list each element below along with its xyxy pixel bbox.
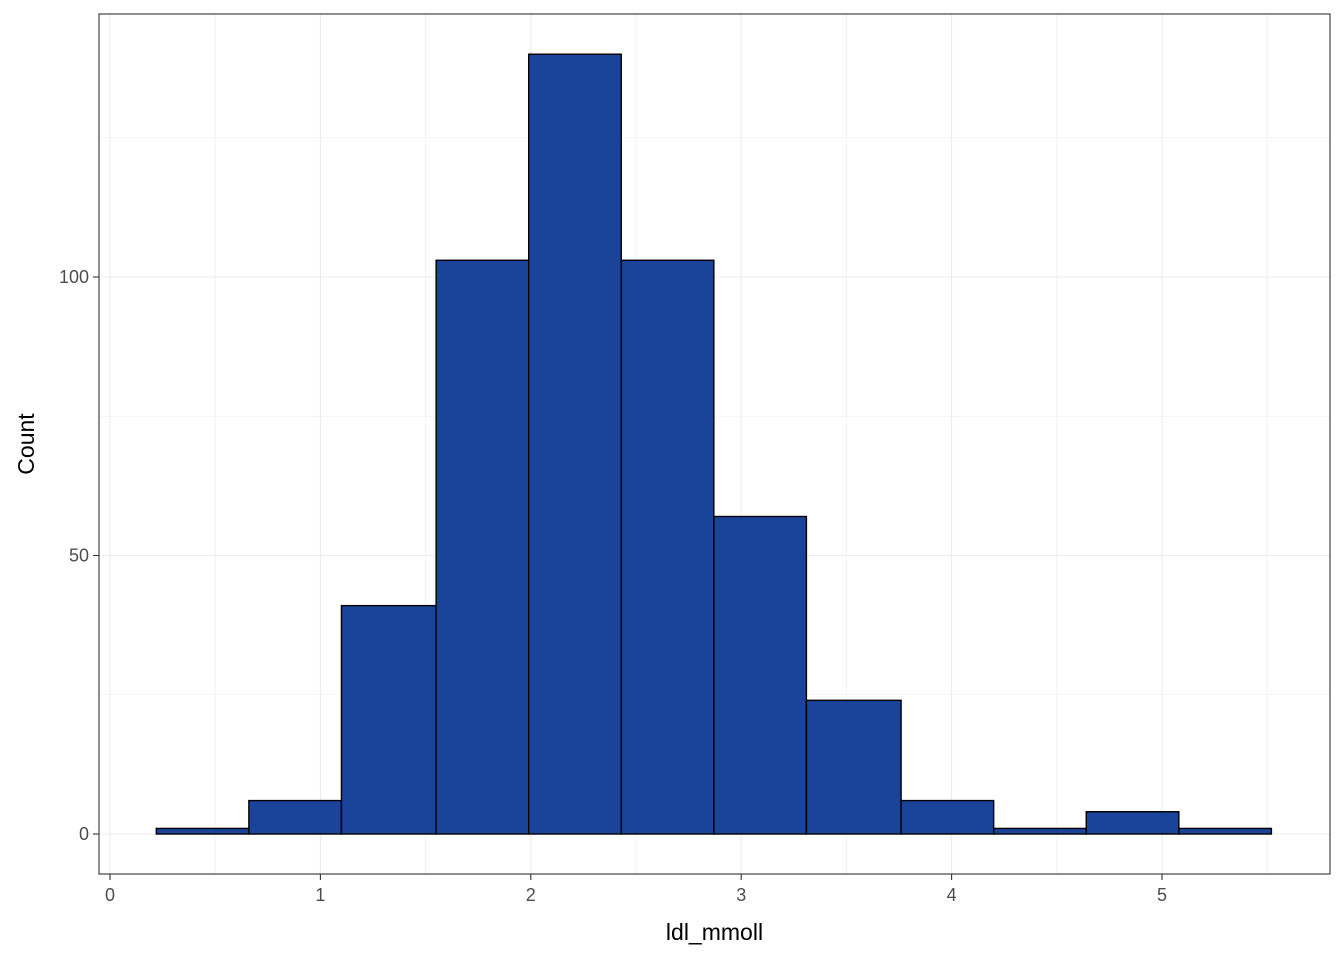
y-tick-label: 100 bbox=[59, 267, 89, 287]
y-axis: 0 50 100 bbox=[59, 267, 99, 844]
histogram-bars bbox=[155, 53, 1273, 835]
x-axis-title: ldl_mmoll bbox=[666, 919, 763, 945]
histogram-bar bbox=[620, 259, 715, 835]
x-tick-label: 3 bbox=[736, 885, 746, 905]
histogram-bar bbox=[805, 699, 902, 835]
x-tick-label: 1 bbox=[315, 885, 325, 905]
y-tick-label: 0 bbox=[79, 824, 89, 844]
histogram-bar bbox=[992, 827, 1087, 835]
y-tick-label: 50 bbox=[69, 546, 89, 566]
x-tick-label: 2 bbox=[526, 885, 536, 905]
histogram-bar bbox=[527, 53, 622, 835]
y-axis-title: Count bbox=[13, 413, 39, 475]
histogram-bar bbox=[1178, 827, 1273, 835]
histogram-bar bbox=[248, 799, 343, 835]
histogram-bar bbox=[713, 515, 808, 835]
panel-border bbox=[98, 13, 1331, 875]
x-tick-label: 0 bbox=[105, 885, 115, 905]
histogram-bar bbox=[900, 799, 995, 835]
x-axis: 0 1 2 3 4 5 bbox=[105, 874, 1167, 905]
histogram-bar bbox=[435, 259, 530, 835]
histogram-bar bbox=[1085, 811, 1180, 835]
histogram-bar bbox=[340, 604, 437, 835]
x-tick-label: 4 bbox=[947, 885, 957, 905]
histogram-bar bbox=[155, 827, 250, 835]
x-tick-label: 5 bbox=[1157, 885, 1167, 905]
